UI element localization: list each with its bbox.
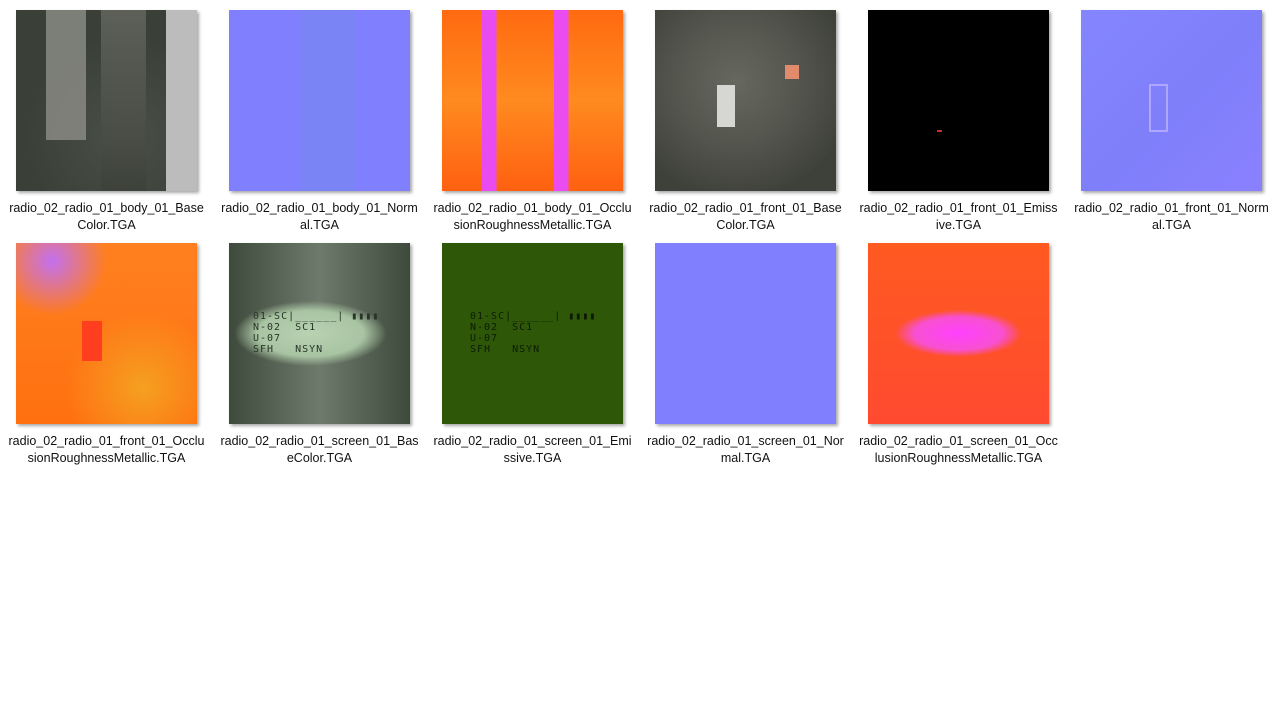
file-thumbnail[interactable] xyxy=(229,10,410,191)
file-name[interactable]: radio_02_radio_01_body_01_OcclusionRough… xyxy=(433,201,632,232)
file-thumbnail[interactable] xyxy=(16,10,197,191)
file-item[interactable]: radio_02_radio_01_screen_01_Normal.TGA xyxy=(639,243,852,467)
file-item[interactable]: 01-SC|______| ▮▮▮▮ N-02 SC1 U-07 SFH NSY… xyxy=(426,243,639,467)
file-thumbnail[interactable] xyxy=(442,10,623,191)
file-thumbnail[interactable] xyxy=(868,10,1049,191)
file-item[interactable]: radio_02_radio_01_front_01_Emissive.TGA xyxy=(852,10,1065,234)
screen-texture-text: 01-SC|______| ▮▮▮▮ N-02 SC1 U-07 SFH NSY… xyxy=(253,311,380,355)
file-item[interactable]: radio_02_radio_01_front_01_Normal.TGA xyxy=(1065,10,1278,234)
file-item[interactable]: radio_02_radio_01_front_01_OcclusionRoug… xyxy=(0,243,213,467)
file-item[interactable]: radio_02_radio_01_body_01_BaseColor.TGA xyxy=(0,10,213,234)
file-thumbnail[interactable] xyxy=(655,243,836,424)
file-thumbnail[interactable] xyxy=(655,10,836,191)
file-name[interactable]: radio_02_radio_01_front_01_OcclusionRoug… xyxy=(8,434,205,465)
file-name[interactable]: radio_02_radio_01_front_01_Normal.TGA xyxy=(1074,201,1269,232)
file-name[interactable]: radio_02_radio_01_body_01_BaseColor.TGA xyxy=(9,201,204,232)
file-item[interactable]: radio_02_radio_01_body_01_Normal.TGA xyxy=(213,10,426,234)
file-name[interactable]: radio_02_radio_01_screen_01_Emissive.TGA xyxy=(433,434,632,465)
file-name[interactable]: radio_02_radio_01_front_01_BaseColor.TGA xyxy=(649,201,842,232)
file-thumbnail[interactable] xyxy=(16,243,197,424)
file-item[interactable]: radio_02_radio_01_screen_01_OcclusionRou… xyxy=(852,243,1065,467)
file-thumbnail[interactable]: 01-SC|______| ▮▮▮▮ N-02 SC1 U-07 SFH NSY… xyxy=(229,243,410,424)
file-item[interactable]: radio_02_radio_01_body_01_OcclusionRough… xyxy=(426,10,639,234)
screen-texture-text: 01-SC|______| ▮▮▮▮ N-02 SC1 U-07 SFH NSY… xyxy=(470,311,597,355)
file-thumbnail[interactable]: 01-SC|______| ▮▮▮▮ N-02 SC1 U-07 SFH NSY… xyxy=(442,243,623,424)
file-item[interactable]: 01-SC|______| ▮▮▮▮ N-02 SC1 U-07 SFH NSY… xyxy=(213,243,426,467)
file-thumbnail[interactable] xyxy=(868,243,1049,424)
file-name[interactable]: radio_02_radio_01_screen_01_Normal.TGA xyxy=(647,434,844,465)
file-name[interactable]: radio_02_radio_01_screen_01_OcclusionRou… xyxy=(859,434,1058,465)
file-item[interactable]: radio_02_radio_01_front_01_BaseColor.TGA xyxy=(639,10,852,234)
file-thumbnail[interactable] xyxy=(1081,10,1262,191)
file-name[interactable]: radio_02_radio_01_body_01_Normal.TGA xyxy=(221,201,418,232)
file-name[interactable]: radio_02_radio_01_screen_01_BaseColor.TG… xyxy=(220,434,419,465)
file-name[interactable]: radio_02_radio_01_front_01_Emissive.TGA xyxy=(859,201,1058,232)
